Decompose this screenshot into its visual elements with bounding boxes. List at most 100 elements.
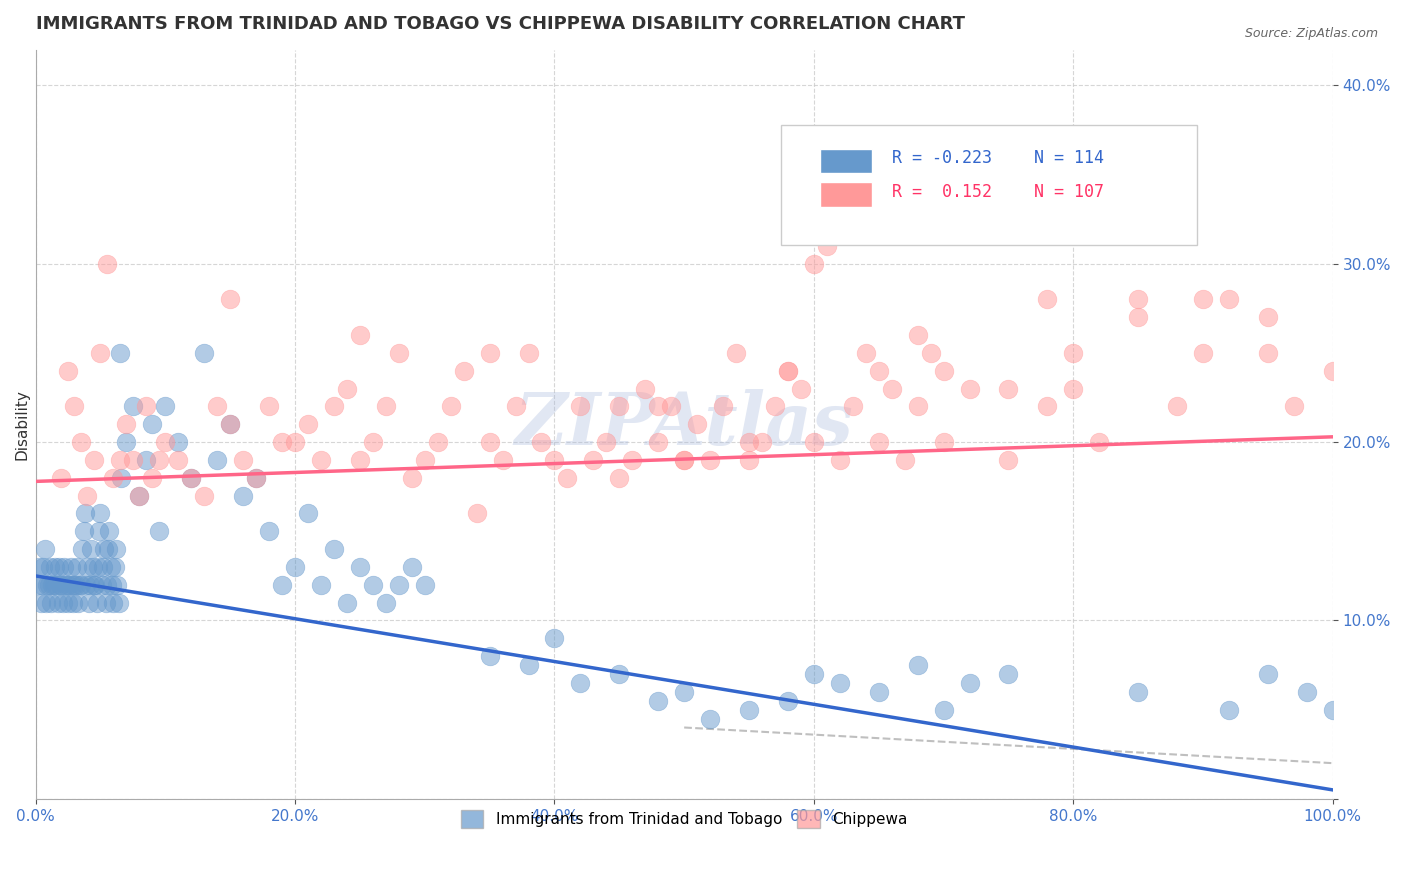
- Point: [711, 400, 734, 414]
- Point: [907, 400, 929, 414]
- Point: [907, 328, 929, 343]
- FancyBboxPatch shape: [820, 149, 872, 173]
- Point: [70, 578, 93, 592]
- Point: [44, 560, 66, 574]
- Point: [828, 676, 851, 690]
- Point: [91, 560, 114, 574]
- Point: [53, 560, 76, 574]
- Point: [232, 489, 254, 503]
- Point: [110, 471, 132, 485]
- Point: [738, 453, 761, 467]
- Point: [32, 560, 55, 574]
- Point: [135, 400, 157, 414]
- Point: [56, 596, 79, 610]
- Point: [349, 328, 371, 343]
- Point: [868, 435, 890, 450]
- Point: [104, 560, 127, 574]
- Point: [517, 658, 540, 673]
- Point: [699, 712, 721, 726]
- Point: [108, 346, 131, 360]
- Point: [1088, 435, 1111, 450]
- Point: [374, 400, 396, 414]
- Point: [80, 542, 103, 557]
- Point: [543, 632, 565, 646]
- Point: [401, 471, 423, 485]
- Point: [932, 703, 955, 717]
- Point: [1218, 703, 1240, 717]
- Point: [193, 346, 215, 360]
- Point: [543, 453, 565, 467]
- Point: [121, 400, 143, 414]
- Point: [79, 578, 101, 592]
- Point: [245, 471, 267, 485]
- Point: [997, 453, 1019, 467]
- Point: [374, 596, 396, 610]
- Point: [121, 453, 143, 467]
- Point: [607, 471, 630, 485]
- Point: [52, 596, 75, 610]
- Point: [98, 524, 121, 539]
- Point: [51, 578, 73, 592]
- Point: [478, 435, 501, 450]
- Point: [37, 578, 59, 592]
- Y-axis label: Disability: Disability: [15, 389, 30, 459]
- Point: [72, 542, 94, 557]
- Point: [103, 471, 125, 485]
- Point: [686, 417, 709, 432]
- Point: [763, 400, 786, 414]
- Point: [776, 364, 799, 378]
- Point: [38, 578, 60, 592]
- Point: [1062, 382, 1084, 396]
- Point: [63, 578, 86, 592]
- Point: [388, 346, 411, 360]
- Point: [105, 578, 128, 592]
- Point: [76, 489, 98, 503]
- Point: [56, 364, 79, 378]
- Point: [751, 435, 773, 450]
- Point: [1257, 310, 1279, 325]
- Point: [84, 578, 107, 592]
- Point: [128, 489, 150, 503]
- Point: [595, 435, 617, 450]
- Point: [907, 658, 929, 673]
- Point: [1282, 400, 1305, 414]
- Legend: Immigrants from Trinidad and Tobago, Chippewa: Immigrants from Trinidad and Tobago, Chi…: [453, 802, 915, 836]
- Point: [104, 542, 127, 557]
- Point: [141, 471, 163, 485]
- Point: [82, 560, 104, 574]
- Point: [89, 507, 111, 521]
- Point: [193, 489, 215, 503]
- Point: [39, 596, 62, 610]
- Point: [582, 453, 605, 467]
- Point: [349, 453, 371, 467]
- Point: [167, 435, 190, 450]
- Point: [634, 382, 657, 396]
- Point: [60, 578, 83, 592]
- Point: [30, 596, 52, 610]
- Point: [219, 293, 242, 307]
- Point: [530, 435, 553, 450]
- Point: [776, 364, 799, 378]
- Point: [90, 578, 112, 592]
- Point: [101, 578, 124, 592]
- Point: [803, 435, 825, 450]
- Point: [58, 578, 80, 592]
- Point: [94, 596, 117, 610]
- Point: [107, 596, 129, 610]
- Point: [1036, 293, 1059, 307]
- Point: [738, 703, 761, 717]
- Point: [1128, 685, 1150, 699]
- Point: [115, 435, 138, 450]
- Point: [647, 400, 669, 414]
- Point: [932, 435, 955, 450]
- Point: [322, 400, 344, 414]
- Point: [1322, 364, 1344, 378]
- Point: [607, 667, 630, 681]
- Point: [673, 685, 696, 699]
- Point: [77, 596, 100, 610]
- Point: [647, 435, 669, 450]
- Point: [880, 382, 903, 396]
- Point: [51, 471, 73, 485]
- Point: [932, 364, 955, 378]
- Point: [413, 578, 436, 592]
